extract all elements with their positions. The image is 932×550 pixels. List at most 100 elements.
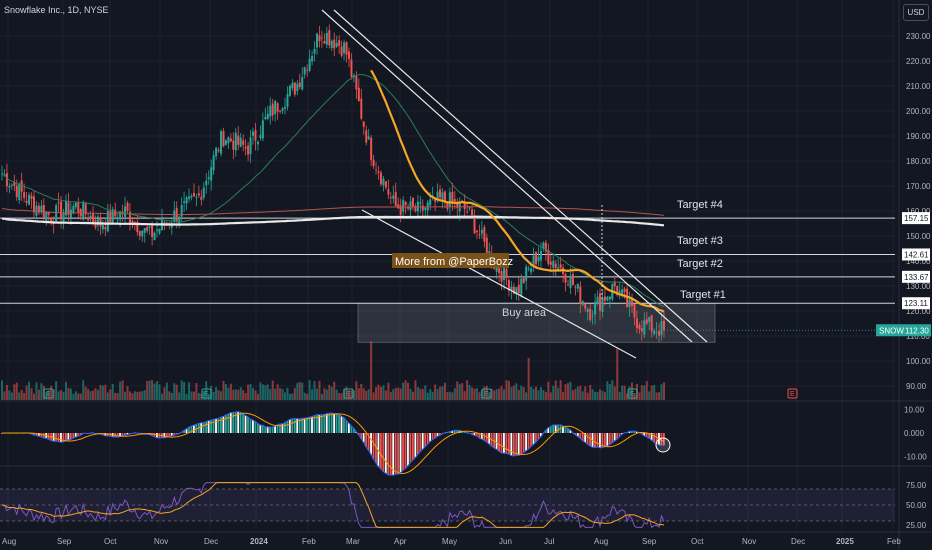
volume-bar [547, 381, 550, 400]
earnings-marker: E [43, 388, 54, 399]
candle [345, 42, 348, 55]
candle [340, 46, 343, 56]
volume-bar [631, 382, 634, 400]
volume-bar [663, 382, 665, 400]
macd-bar [407, 433, 409, 466]
volume-bar [594, 391, 597, 400]
volume-bar [146, 380, 149, 400]
candle [453, 199, 456, 202]
candle [28, 194, 31, 205]
x-tick-label: Feb [887, 537, 901, 546]
volume-bar [301, 382, 304, 400]
volume-bar [493, 390, 496, 400]
volume-bar [544, 391, 547, 400]
volume-bar [84, 386, 87, 400]
candle [350, 59, 353, 78]
macd-bar [284, 422, 286, 433]
macd-bar [126, 433, 129, 435]
candle [202, 187, 205, 198]
candle [623, 288, 626, 292]
target-label: Target #4 [677, 199, 723, 211]
candle [178, 216, 181, 225]
candle [407, 207, 410, 209]
macd-bar [104, 433, 107, 436]
macd-bar [52, 433, 55, 442]
candle [306, 70, 309, 71]
volume-bar [446, 392, 449, 400]
candle [475, 230, 478, 233]
macd-bar [202, 422, 205, 433]
candle [628, 299, 631, 308]
volume-bar [340, 393, 343, 400]
candle [473, 216, 476, 234]
level-tag-bg [902, 212, 930, 225]
macd-bar [456, 430, 459, 433]
candle [414, 205, 417, 212]
trendline-upper-1 [321, 9, 693, 343]
macd-bar [205, 421, 208, 433]
volume-bar [586, 392, 589, 400]
candle [436, 191, 439, 199]
y-tick-label: 150.00 [906, 232, 931, 241]
candle [539, 250, 542, 261]
y-tick-label: 110.00 [906, 332, 930, 341]
earnings-box [787, 388, 798, 399]
candle [308, 58, 311, 71]
candle [365, 130, 368, 143]
candle [343, 42, 346, 54]
macd-bar [357, 433, 360, 436]
x-tick-label: Oct [691, 537, 704, 546]
candle [510, 286, 513, 291]
volume-bar [234, 389, 237, 400]
volume-bar [621, 385, 624, 400]
currency-button[interactable]: USD [903, 4, 929, 21]
candle [109, 211, 112, 224]
candle [552, 260, 555, 268]
candle [111, 209, 114, 225]
candle [601, 297, 604, 312]
macd-bar [480, 433, 483, 440]
macd-bar [537, 433, 540, 440]
volume-bar [539, 387, 542, 400]
volume-bar [377, 384, 380, 400]
candle [330, 40, 333, 48]
candle [84, 203, 87, 215]
volume-bar [79, 393, 82, 400]
candle [451, 191, 454, 203]
macd-bar [217, 418, 220, 433]
candle [640, 328, 643, 332]
candle [156, 229, 159, 231]
macd-bar [416, 433, 419, 455]
candle [574, 286, 577, 288]
candle [325, 32, 328, 45]
volume-bar [74, 391, 77, 400]
volume-bar [163, 387, 166, 400]
y-tick-label: 130.00 [906, 282, 931, 291]
candle [372, 159, 375, 167]
macd-bar [192, 425, 195, 433]
macd-bar [220, 417, 222, 433]
volume-bar [195, 383, 198, 400]
volume-bar [357, 388, 360, 400]
candle [446, 201, 449, 210]
candle [532, 255, 535, 267]
volume-bar [411, 391, 414, 400]
candle [530, 268, 533, 273]
x-tick-label: Jun [499, 537, 512, 546]
volume-bar [138, 391, 141, 400]
macd-bar [269, 427, 272, 433]
candle [660, 321, 663, 336]
macd-bar [32, 433, 35, 436]
volume-bar [1, 380, 3, 400]
volume-bar [274, 388, 277, 400]
volume-bar [264, 385, 267, 400]
macd-bar [249, 419, 252, 433]
macd-bar [389, 433, 392, 476]
y-tick-label: 180.00 [906, 157, 931, 166]
volume-bar [628, 386, 631, 400]
candle [421, 205, 424, 211]
volume-bar [229, 383, 232, 400]
macd-bar [473, 433, 476, 436]
x-tick-label: Feb [302, 537, 316, 546]
